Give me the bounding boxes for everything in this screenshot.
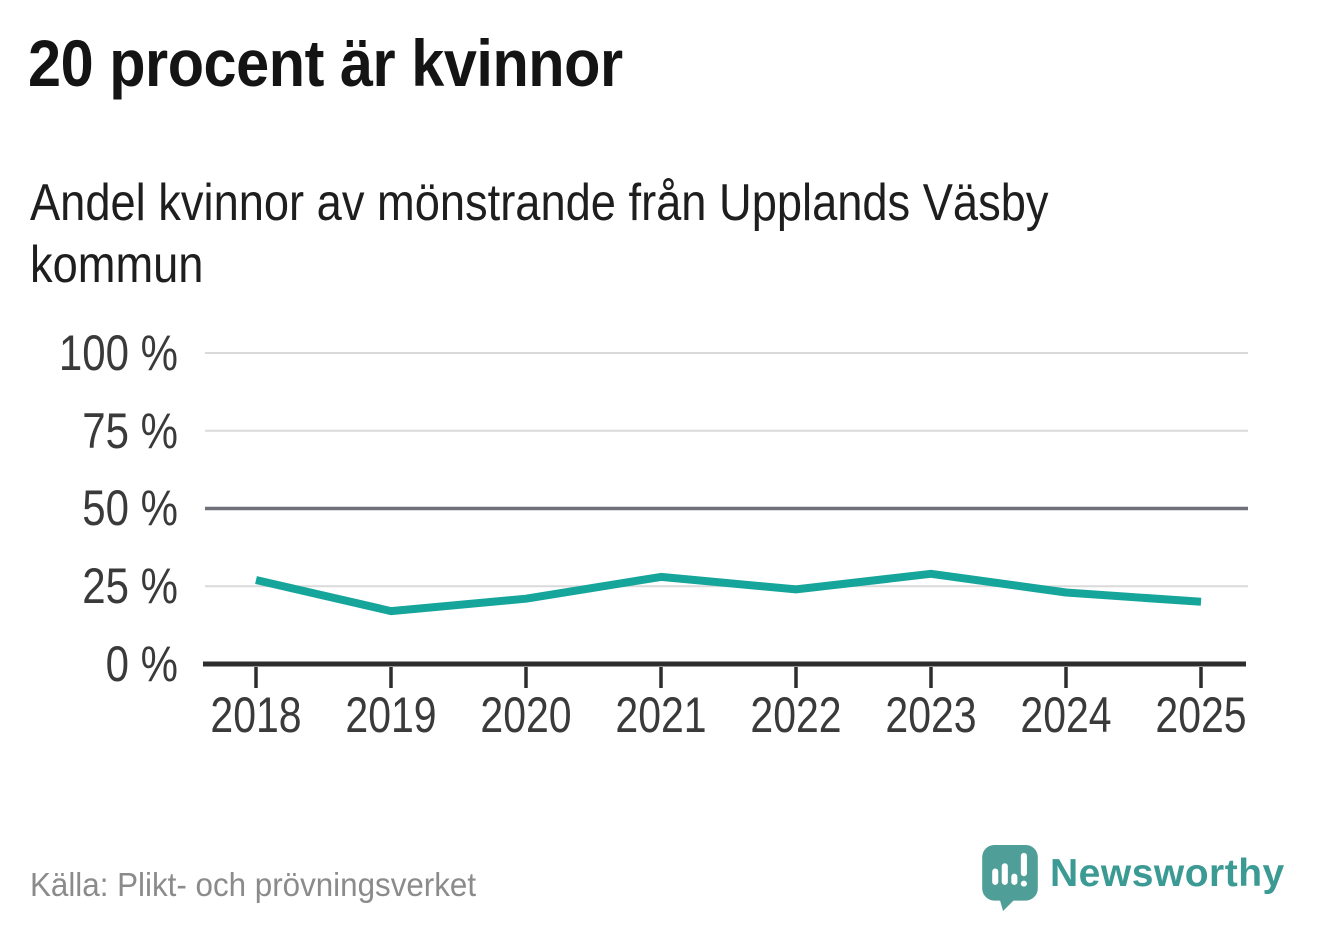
newsworthy-logo: Newsworthy — [982, 845, 1302, 915]
x-axis-label-2022: 2022 — [750, 687, 842, 743]
x-axis-label-2018: 2018 — [210, 687, 302, 743]
chart-subtitle: Andel kvinnor av mönstrande från Uppland… — [30, 174, 1049, 294]
x-axis-label-2023: 2023 — [885, 687, 977, 743]
y-axis-label-50: 50 % — [82, 480, 178, 536]
x-axis-label-2019: 2019 — [345, 687, 437, 743]
line-chart-plot — [203, 352, 1248, 688]
y-axis-label-0: 0 % — [105, 636, 178, 692]
page-title: 20 procent är kvinnor — [28, 26, 623, 100]
y-axis-label-25: 25 % — [82, 558, 178, 614]
x-axis-label-2024: 2024 — [1020, 687, 1112, 743]
x-axis-label-2021: 2021 — [615, 687, 707, 743]
y-axis-label-75: 75 % — [82, 403, 178, 459]
data-line-andel-kvinnor — [255, 569, 1202, 616]
source-note: Källa: Plikt- och prövningsverket — [30, 866, 477, 903]
y-axis-label-100: 100 % — [58, 325, 178, 381]
x-axis-label-2025: 2025 — [1155, 687, 1247, 743]
speech-bubble-bar-chart-icon — [982, 845, 1038, 911]
newsworthy-wordmark: Newsworthy — [1050, 852, 1285, 895]
x-axis-label-2020: 2020 — [480, 687, 572, 743]
